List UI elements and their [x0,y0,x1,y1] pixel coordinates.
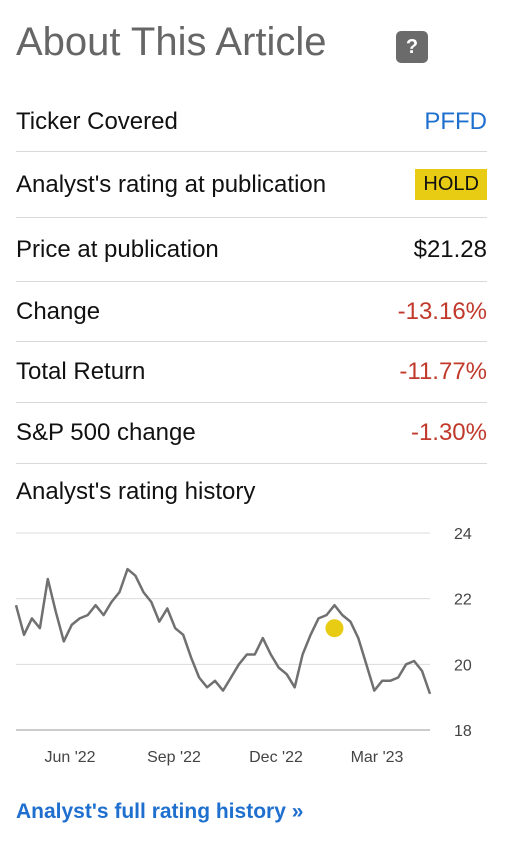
sp500-value: -1.30% [410,419,487,446]
price-line [14,567,432,695]
y-tick-label: 20 [454,657,472,674]
ticker-label: Ticker Covered [16,107,178,135]
rating-marker [325,619,344,638]
price-row: Price at publication $21.28 [16,218,487,282]
x-tick-label: Jun '22 [44,749,95,766]
total-return-label: Total Return [16,358,146,385]
rating-history-label: Analyst's rating history [16,478,256,505]
rating-history-chart: 18 20 22 24 Jun '22 Sep '22 Dec '22 Mar '23 [14,526,472,766]
x-tick-label: Sep '22 [147,749,201,766]
page-title: About This Article [16,20,327,64]
sp500-label: S&P 500 change [16,419,196,446]
y-tick-label: 22 [454,592,472,609]
change-label: Change [16,297,101,325]
x-tick-label: Mar '23 [351,749,404,766]
ticker-link[interactable]: PFFD [424,107,487,135]
total-return-row: Total Return -11.77% [16,342,487,403]
price-label: Price at publication [16,235,219,263]
price-value: $21.28 [413,235,487,263]
change-row: Change -13.16% [16,282,487,342]
full-rating-history-link[interactable]: Analyst's full rating history » [16,800,304,823]
sp500-row: S&P 500 change -1.30% [16,403,487,464]
rating-label: Analyst's rating at publication [16,170,327,198]
y-tick-label: 18 [454,723,472,740]
help-icon[interactable]: ? [396,31,428,63]
y-tick-label: 24 [454,526,472,543]
total-return-value: -11.77% [399,358,487,385]
rating-row: Analyst's rating at publication HOLD [16,152,487,218]
ticker-row: Ticker Covered PFFD [16,92,487,152]
rating-badge: HOLD [415,169,487,200]
change-value: -13.16% [397,297,487,325]
x-tick-label: Dec '22 [249,749,303,766]
